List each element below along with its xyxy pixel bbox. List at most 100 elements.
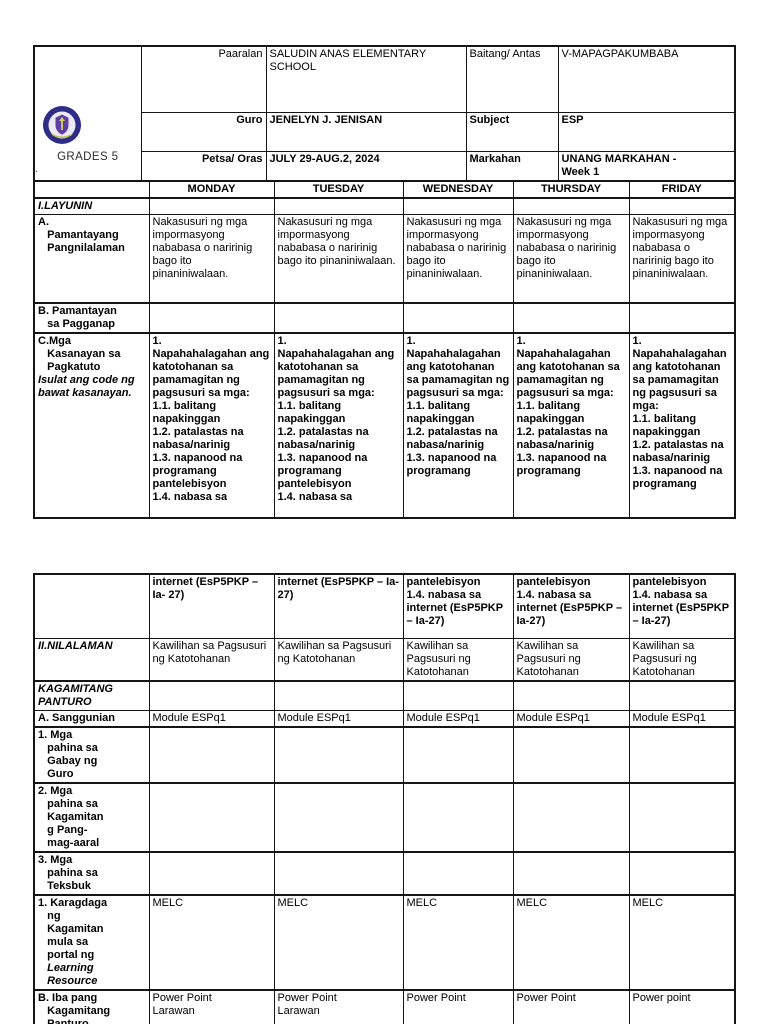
row-label-nilalaman: II.NILALAMAN [33, 637, 150, 682]
empty-cell [148, 680, 275, 711]
row-label-teksbuk: 3. Mga pahina sa Teksbuk [33, 851, 150, 896]
empty-cell [273, 680, 404, 711]
row-label-learning-resource: Learning Resource [47, 962, 98, 987]
cell-monday: Kawilihan sa Pagsusuri ng Katotohanan [148, 637, 275, 682]
cell-friday: Power point [628, 989, 736, 1024]
day-header-row: MONDAY TUESDAY WEDNESDAY THURSDAY FRIDAY [33, 180, 736, 199]
empty-cell [148, 197, 275, 215]
row-sanggunian: A. Sanggunian Module ESPq1 Module ESPq1 … [33, 710, 736, 728]
column-header-friday: FRIDAY [628, 180, 736, 199]
row-label-layunin: I.LAYUNIN [33, 197, 150, 215]
row-label-pamantayang: A. Pamantayang Pangnilalaman [33, 214, 150, 303]
empty-cell [273, 197, 404, 215]
empty-cell [628, 680, 736, 711]
cell-friday: Nakasusuri ng mga impormasyong nababasa … [628, 214, 736, 303]
field-value-teacher: JENELYN J. JENISAN [265, 112, 467, 152]
empty-cell [628, 782, 736, 853]
cell-thursday: Power Point [512, 989, 630, 1024]
cell-friday: 1. Napahahalagahan ang katotohanan sa pa… [628, 331, 736, 518]
header-row-paaralan: GRADES 5 DAILY LESSON LOG Paaralan SALUD… [33, 45, 736, 257]
cell-tuesday: MELC [273, 894, 404, 991]
cell-thursday: MELC [512, 894, 630, 991]
field-value-school: SALUDIN ANAS ELEMENTARY SCHOOL [265, 45, 467, 113]
row-label-kasanayan-note: Isulat ang code ng bawat kasanayan. [38, 373, 138, 399]
row-label-karagdagang-text: 1. Karagdaga ng Kagamitan mula sa portal… [38, 897, 108, 961]
empty-cell [512, 197, 630, 215]
row-iba-pang-kagamitang: B. Iba pang Kagamitang Panturo Power Poi… [33, 989, 736, 1024]
empty-cell [273, 782, 404, 853]
column-header-thursday: THURSDAY [512, 180, 630, 199]
field-label-baitang: Baitang/ Antas [465, 45, 559, 113]
cell-wednesday: MELC [402, 894, 514, 991]
cell-monday: internet (EsP5PKP – Ia- 27) [148, 573, 275, 639]
empty-cell [628, 851, 736, 896]
row-nilalaman: II.NILALAMAN Kawilihan sa Pagsusuri ng K… [33, 637, 736, 682]
cell-tuesday: 1. Napahahalagahan ang katotohanan sa pa… [273, 331, 404, 518]
cell-tuesday: Module ESPq1 [273, 710, 404, 728]
cell-monday: Power Point Larawan [148, 989, 275, 1024]
empty-cell [512, 301, 630, 333]
deped-seal-icon [42, 79, 82, 144]
row-label-kasanayan: C.Mga Kasanayan sa Pagkatuto Isulat ang … [33, 331, 150, 518]
row-label-pagganap: B. Pamantayan sa Pagganap [33, 301, 150, 333]
column-header-monday: MONDAY [148, 180, 275, 199]
row-label-sanggunian: A. Sanggunian [33, 710, 150, 728]
column-header-wednesday: WEDNESDAY [402, 180, 514, 199]
row-label-kagamitang-panturo: KAGAMITANG PANTURO [33, 680, 150, 711]
row-pamantayang-pangnilalaman: A. Pamantayang Pangnilalaman Nakasusuri … [33, 214, 736, 303]
cell-thursday: pantelebisyon 1.4. nabasa sa internet (E… [512, 573, 630, 639]
row-label-gabay-ng-guro: 1. Mga pahina sa Gabay ng Guro [33, 726, 150, 784]
row-kasanayan-continued: internet (EsP5PKP – Ia- 27) internet (Es… [33, 573, 736, 639]
cell-monday: Module ESPq1 [148, 710, 275, 728]
row-label-karagdagang: 1. Karagdaga ng Kagamitan mula sa portal… [33, 894, 150, 991]
empty-cell [148, 851, 275, 896]
form-grade-label: GRADES 5 [57, 151, 119, 163]
field-label-paaralan: Paaralan [140, 45, 267, 113]
cell-tuesday: Nakasusuri ng mga impormasyong nababasa … [273, 214, 404, 303]
field-value-subject: ESP [557, 112, 736, 152]
empty-cell [512, 680, 630, 711]
cell-wednesday: Module ESPq1 [402, 710, 514, 728]
row-layunin: I.LAYUNIN [33, 197, 736, 215]
row-kasanayan-pagkatuto: C.Mga Kasanayan sa Pagkatuto Isulat ang … [33, 331, 736, 518]
field-label-subject: Subject [465, 112, 559, 152]
empty-cell [512, 782, 630, 853]
empty-cell [402, 680, 514, 711]
cell-friday: pantelebisyon 1.4. nabasa sa internet (E… [628, 573, 736, 639]
empty-cell [402, 726, 514, 784]
row-label-pang-mag-aaral: 2. Mga pahina sa Kagamitan g Pang- mag-a… [33, 782, 150, 853]
empty-cell [402, 851, 514, 896]
row-karagdagang-kagamitan: 1. Karagdaga ng Kagamitan mula sa portal… [33, 894, 736, 991]
cell-thursday: Kawilihan sa Pagsusuri ng Katotohanan [512, 637, 630, 682]
row-kagamitang-pang-mag-aaral: 2. Mga pahina sa Kagamitan g Pang- mag-a… [33, 782, 736, 853]
corner-cell [33, 180, 150, 199]
cell-friday: Module ESPq1 [628, 710, 736, 728]
empty-cell [273, 301, 404, 333]
field-label-guro: Guro [140, 112, 267, 152]
cell-wednesday: Kawilihan sa Pagsusuri ng Katotohanan [402, 637, 514, 682]
empty-cell [628, 726, 736, 784]
empty-cell [628, 197, 736, 215]
empty-cell [148, 726, 275, 784]
empty-label-cell [33, 573, 150, 639]
cell-monday: MELC [148, 894, 275, 991]
cell-tuesday: Kawilihan sa Pagsusuri ng Katotohanan [273, 637, 404, 682]
row-label-kasanayan-text: C.Mga Kasanayan sa Pagkatuto [38, 334, 121, 373]
empty-cell [148, 782, 275, 853]
empty-cell [512, 851, 630, 896]
cell-monday: 1. Napahahalagahan ang katotohanan sa pa… [148, 331, 275, 518]
cell-thursday: Nakasusuri ng mga impormasyong nababasa … [512, 214, 630, 303]
row-pamantayan-pagganap: B. Pamantayan sa Pagganap [33, 301, 736, 333]
row-gabay-ng-guro: 1. Mga pahina sa Gabay ng Guro [33, 726, 736, 784]
column-header-tuesday: TUESDAY [273, 180, 404, 199]
field-value-grade-section: V-MAPAGPAKUMBABA [557, 45, 736, 113]
lesson-log-table-page1: MONDAY TUESDAY WEDNESDAY THURSDAY FRIDAY… [33, 180, 736, 519]
empty-cell [402, 197, 514, 215]
cell-wednesday: Nakasusuri ng mga impormasyong nababasa … [402, 214, 514, 303]
empty-cell [148, 301, 275, 333]
cell-wednesday: 1. Napahahalagahan ang katotohanan sa pa… [402, 331, 514, 518]
cell-monday: Nakasusuri ng mga impormasyong nababasa … [148, 214, 275, 303]
stray-mark: . [35, 163, 39, 175]
lesson-log-table-page2: internet (EsP5PKP – Ia- 27) internet (Es… [33, 573, 736, 1024]
